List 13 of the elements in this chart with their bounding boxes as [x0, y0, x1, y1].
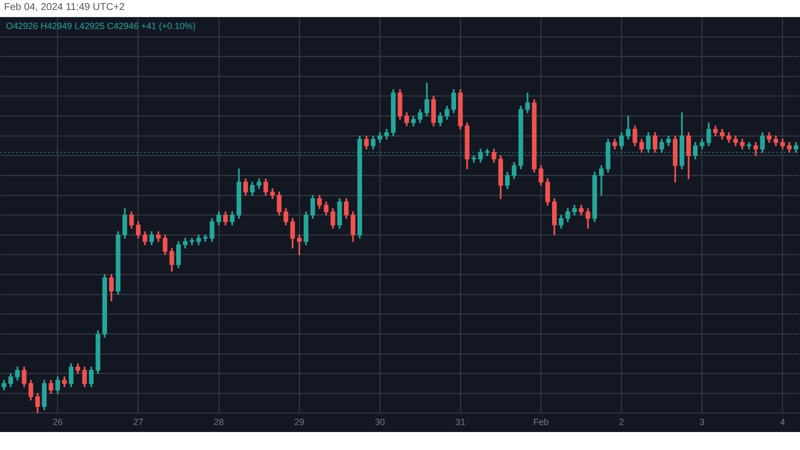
text: Feb 04, 2024 11:49 UTC+2 — [4, 2, 125, 13]
x-tick-label: 4 — [780, 417, 786, 428]
candlestick — [746, 142, 752, 150]
x-tick-label: 26 — [52, 417, 63, 428]
x-tick-label: 29 — [294, 417, 304, 428]
text: O42926 H42949 L42925 C42946 +41 (+0.10%) — [6, 21, 196, 31]
x-tick-label: 3 — [700, 417, 705, 428]
x-tick-label: 30 — [374, 417, 385, 428]
x-tick-label: Feb — [533, 417, 549, 428]
x-tick-label: 31 — [455, 417, 466, 428]
x-tick-label: 27 — [133, 417, 144, 428]
x-tick-label: 2 — [618, 417, 624, 428]
x-tick-label: 28 — [214, 417, 224, 428]
